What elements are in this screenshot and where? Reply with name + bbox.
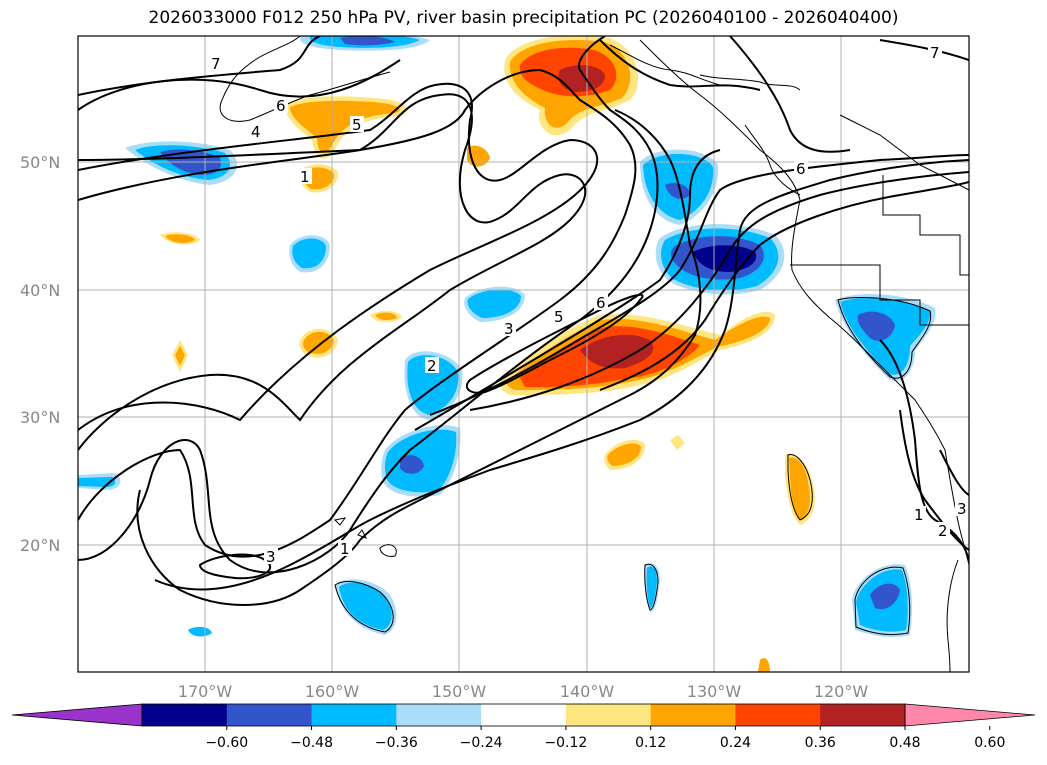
lon-label: 160°W <box>305 682 360 701</box>
pv-label: 1 <box>300 168 310 186</box>
colorbar-tick-label: −0.24 <box>460 735 503 751</box>
longitude-labels: 170°W 160°W 150°W 140°W 130°W 120°W <box>178 682 869 701</box>
colorbar-tick-label: 0.24 <box>720 735 751 751</box>
pv-contour-11 <box>469 171 969 411</box>
colorbar-tick-label: −0.60 <box>205 735 248 751</box>
lon-label: 130°W <box>687 682 742 701</box>
lon-label: 140°W <box>560 682 615 701</box>
pv-contour-3 <box>78 68 637 558</box>
pv-label: 1 <box>340 540 350 558</box>
pv-label: 7 <box>930 44 940 62</box>
colorbar-segment <box>226 704 313 726</box>
pv-contour-5 <box>136 109 702 606</box>
pv-contour-20 <box>939 449 969 496</box>
pv-contour-13 <box>78 59 401 111</box>
colorbar-tick-label: 0.36 <box>805 735 836 751</box>
colorbar-tick-label: −0.36 <box>375 735 418 751</box>
pv-label: 3 <box>266 548 276 566</box>
plot-area <box>78 36 969 672</box>
colorbar-tick-label: 0.12 <box>635 735 666 751</box>
lat-label: 20°N <box>20 536 60 555</box>
pv-contour-16 <box>729 36 851 153</box>
pv-contour-1 <box>78 93 587 451</box>
pv-contour-18 <box>879 339 969 561</box>
pv-label: 3 <box>957 500 967 518</box>
pv-contour-17 <box>879 39 969 61</box>
lon-label: 120°W <box>814 682 869 701</box>
pv-contour-7 <box>154 159 969 591</box>
pv-contour-4 <box>78 36 659 574</box>
colorbar-extend-high <box>904 703 1036 727</box>
colorbar: −0.60 −0.48 −0.36 −0.24 −0.12 0.12 0.24 0.36 0.4… <box>11 703 1036 751</box>
pv-label: 7 <box>211 55 221 73</box>
colorbar-outline <box>141 703 906 727</box>
pv-contour-12 <box>599 181 969 391</box>
colorbar-segment <box>735 704 821 726</box>
pv-contour-9 <box>414 149 721 431</box>
colorbar-tick-label: 0.48 <box>889 735 920 751</box>
lat-label: 30°N <box>20 408 60 427</box>
pv-contour-15 <box>599 39 761 91</box>
pv-contour-labels: 7 6 5 4 1 3 5 6 2 7 6 1 3 1 <box>209 44 969 566</box>
colorbar-segment <box>565 704 652 726</box>
pv-contours <box>78 36 969 606</box>
pv-contour-14 <box>78 36 321 96</box>
pv-label: 5 <box>554 308 564 326</box>
lat-label: 40°N <box>20 281 60 300</box>
colorbar-extend-low <box>11 703 143 727</box>
map-title: 2026033000 F012 250 hPa PV, river basin … <box>148 8 899 28</box>
graticule <box>78 36 969 672</box>
colorbar-tick-label: 0.60 <box>974 735 1005 751</box>
pv-contour-6 <box>198 553 272 580</box>
colorbar-segment <box>142 704 228 726</box>
coastlines <box>219 36 969 672</box>
pv-label: 6 <box>596 294 606 312</box>
colorbar-segment <box>396 704 482 726</box>
colorbar-segment <box>311 704 397 726</box>
lon-label: 170°W <box>178 682 233 701</box>
colorbar-tick-label: −0.48 <box>290 735 333 751</box>
lon-label: 150°W <box>432 682 487 701</box>
pv-label: 1 <box>914 506 924 524</box>
pv-label: 3 <box>504 320 514 338</box>
lat-label: 50°N <box>20 153 60 172</box>
pv-label: 5 <box>352 116 362 134</box>
colorbar-tick-label: −0.12 <box>544 735 587 751</box>
colorbar-segment <box>650 704 736 726</box>
colorbar-segment <box>820 704 906 726</box>
pv-label: 4 <box>251 123 261 141</box>
pv-label: 2 <box>938 522 948 540</box>
plot-frame <box>77 35 970 673</box>
pv-label: 2 <box>427 357 437 375</box>
pv-label: 6 <box>276 97 286 115</box>
colorbar-segment <box>481 704 567 726</box>
pv-label: 6 <box>796 160 806 178</box>
latitude-labels: 50°N 40°N 30°N 20°N <box>20 153 60 555</box>
pv-contour-19 <box>899 409 969 551</box>
pv-contour-2 <box>78 82 599 431</box>
pv-contour-10 <box>429 154 969 416</box>
